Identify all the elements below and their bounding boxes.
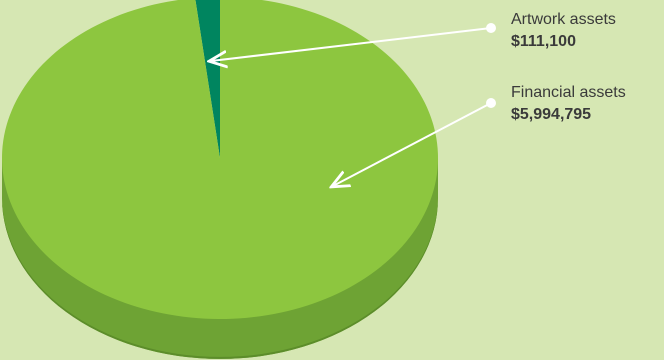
pie-slices (2, 0, 438, 319)
financial-leader-line (333, 102, 492, 186)
artwork-leader-line (211, 27, 492, 61)
artwork-assets-label: Artwork assets (511, 11, 616, 28)
financial-assets-value: $5,994,795 (511, 106, 591, 123)
artwork-assets-slice (195, 0, 220, 158)
artwork-assets-value: $111,100 (511, 33, 576, 50)
artwork-leader-line-dot (486, 23, 496, 33)
financial-assets-slice (2, 0, 438, 319)
leader-lines (211, 23, 496, 186)
financial-leader-line-dot (486, 98, 496, 108)
financial-assets-label: Financial assets (511, 84, 626, 101)
